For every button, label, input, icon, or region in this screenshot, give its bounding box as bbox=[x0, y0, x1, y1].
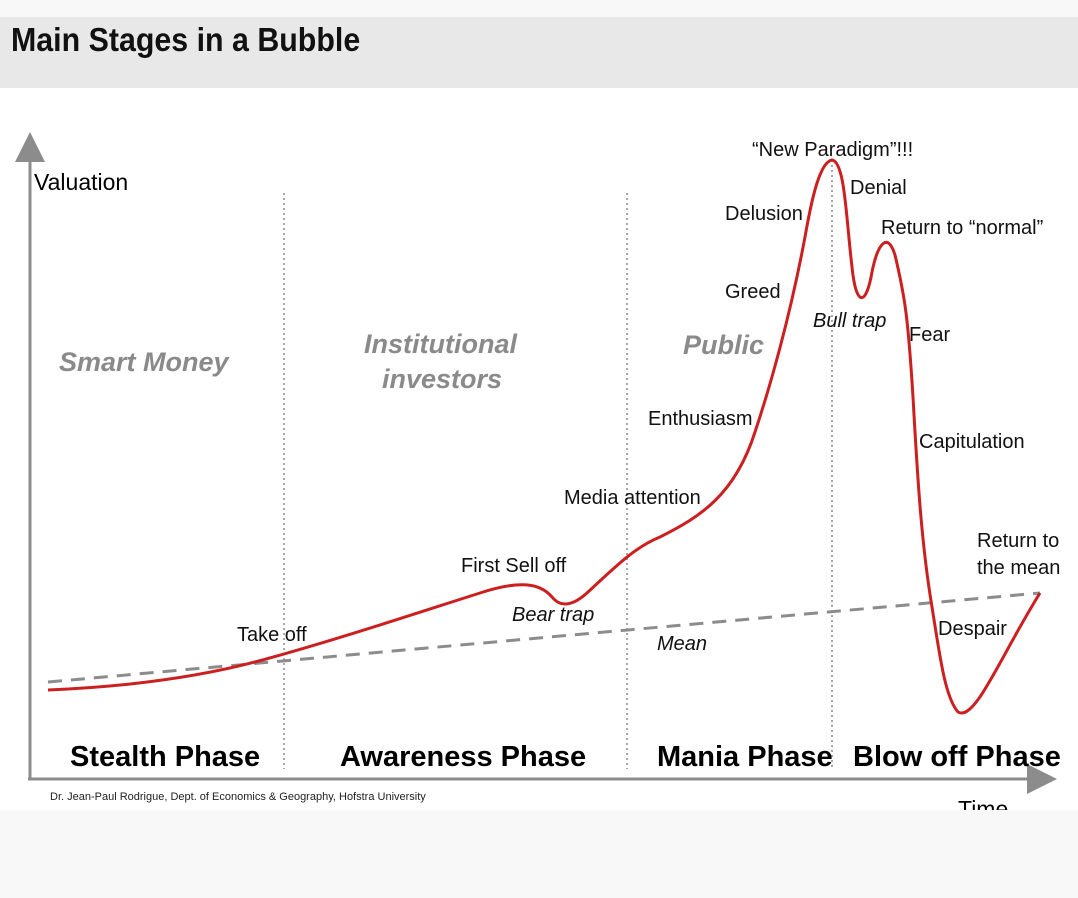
label-despair: Despair bbox=[938, 618, 1007, 640]
label-first-sell-off: First Sell off bbox=[461, 555, 567, 577]
y-axis-label: Valuation bbox=[34, 169, 128, 195]
page-title: Main Stages in a Bubble bbox=[11, 21, 361, 58]
group-smart-money: Smart Money bbox=[59, 347, 231, 377]
phase-stealth: Stealth Phase bbox=[70, 741, 260, 773]
phase-awareness: Awareness Phase bbox=[340, 741, 586, 773]
phase-mania: Mania Phase bbox=[657, 741, 833, 773]
phase-blow-off: Blow off Phase bbox=[853, 741, 1061, 773]
group-institutional-line-1: Institutional bbox=[364, 329, 517, 359]
title-bar: Main Stages in a Bubble bbox=[0, 17, 1078, 88]
slide: Main Stages in a Bubble Valuation Time S… bbox=[0, 17, 1078, 810]
group-public: Public bbox=[683, 330, 764, 360]
label-denial: Denial bbox=[850, 177, 907, 199]
label-greed: Greed bbox=[725, 281, 781, 303]
label-return-to-normal: Return to “normal” bbox=[881, 217, 1043, 239]
label-bull-trap: Bull trap bbox=[813, 310, 886, 332]
label-media-attention: Media attention bbox=[564, 487, 701, 509]
label-new-paradigm: “New Paradigm”!!! bbox=[752, 139, 913, 161]
group-institutional-line-2: investors bbox=[382, 364, 502, 394]
valuation-curve bbox=[47, 158, 1042, 715]
label-mean: Mean bbox=[657, 633, 707, 655]
label-take-off: Take off bbox=[237, 624, 307, 646]
mean-line bbox=[47, 591, 1041, 684]
label-enthusiasm: Enthusiasm bbox=[648, 408, 753, 430]
label-return-to-mean-line-1: Return to bbox=[977, 530, 1059, 552]
bubble-stages-diagram: Valuation Time Smart Money Institutional… bbox=[14, 132, 1061, 810]
label-fear: Fear bbox=[909, 324, 950, 346]
label-bear-trap: Bear trap bbox=[512, 604, 594, 626]
label-delusion: Delusion bbox=[725, 203, 803, 225]
label-return-to-mean-line-2: the mean bbox=[977, 557, 1060, 579]
x-axis-label: Time bbox=[958, 796, 1008, 810]
credit-line: Dr. Jean-Paul Rodrigue, Dept. of Economi… bbox=[50, 791, 426, 803]
label-capitulation: Capitulation bbox=[919, 431, 1025, 453]
